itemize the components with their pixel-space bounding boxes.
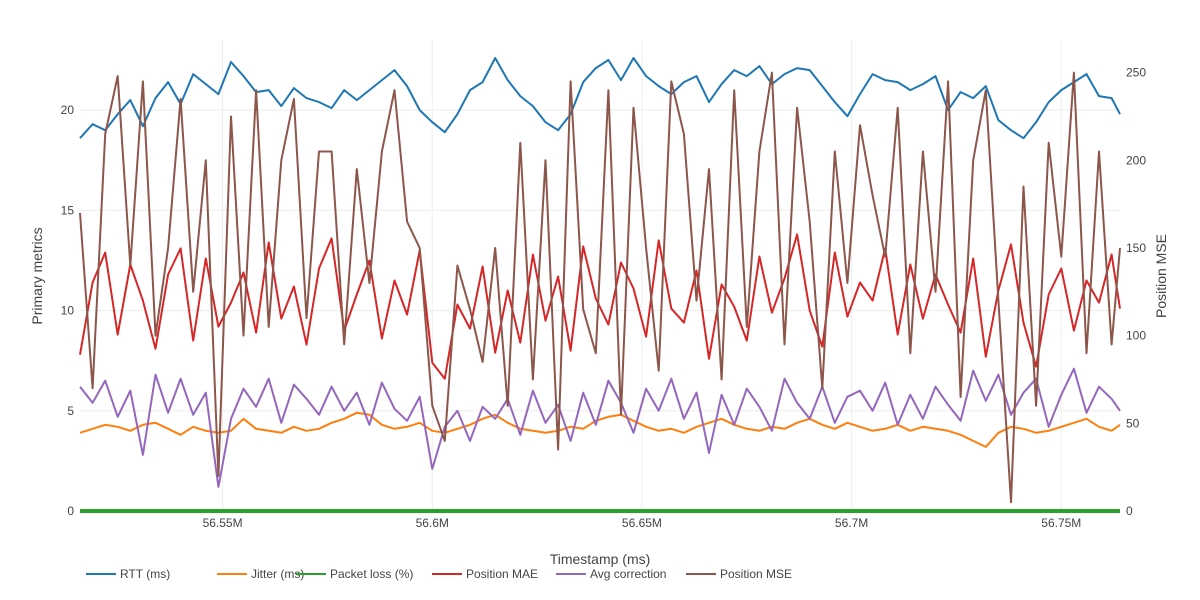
y-right-tick-label: 50 — [1126, 416, 1140, 430]
series-line-jitter-ms — [79, 411, 1121, 448]
legend-label: RTT (ms) — [120, 567, 170, 581]
legend-item-jitter-ms[interactable]: Jitter (ms) — [217, 567, 304, 581]
legend-item-rtt-ms[interactable]: RTT (ms) — [86, 567, 170, 581]
y-left-tick-label: 10 — [61, 304, 75, 318]
series-line-position-mse — [79, 71, 1121, 504]
y-left-tick-label: 15 — [61, 203, 75, 217]
y-left-tick-label: 5 — [67, 404, 74, 418]
x-tick-label: 56.7M — [835, 516, 868, 530]
legend-item-packet-loss[interactable]: Packet loss (%) — [296, 567, 413, 581]
y-axis-right: 0 50 100 150 200 250 — [1126, 66, 1146, 518]
legend-label: Packet loss (%) — [330, 567, 413, 581]
y-right-tick-label: 250 — [1126, 66, 1146, 80]
x-axis: 56.55M 56.6M 56.65M 56.7M 56.75M — [203, 516, 1082, 530]
legend-label: Jitter (ms) — [251, 567, 304, 581]
y-axis-left: 0 5 10 15 20 — [61, 103, 75, 518]
y-axis-right-title: Position MSE — [1153, 234, 1169, 318]
legend-label: Avg correction — [590, 567, 666, 581]
y-right-tick-label: 100 — [1126, 329, 1146, 343]
legend-item-avg-correction[interactable]: Avg correction — [556, 567, 666, 581]
x-tick-label: 56.75M — [1041, 516, 1081, 530]
y-right-tick-label: 200 — [1126, 153, 1146, 167]
y-right-tick-label: 150 — [1126, 241, 1146, 255]
y-right-tick-label: 0 — [1126, 504, 1133, 518]
legend-item-position-mae[interactable]: Position MAE — [432, 567, 538, 581]
legend-label: Position MAE — [466, 567, 538, 581]
y-left-tick-label: 0 — [67, 504, 74, 518]
plot-area — [79, 57, 1121, 513]
legend-label: Position MSE — [720, 567, 792, 581]
y-left-tick-label: 20 — [61, 103, 75, 117]
series-line-rtt-ms — [79, 57, 1121, 140]
series-line-avg-correction — [79, 367, 1121, 488]
x-axis-title: Timestamp (ms) — [550, 551, 651, 567]
x-tick-label: 56.6M — [416, 516, 449, 530]
legend: RTT (ms) Jitter (ms) Packet loss (%) Positi… — [86, 567, 792, 581]
legend-item-position-mse[interactable]: Position MSE — [686, 567, 792, 581]
series-line-position-mae — [79, 233, 1121, 380]
y-axis-left-title: Primary metrics — [29, 227, 45, 324]
x-tick-label: 56.65M — [622, 516, 662, 530]
x-tick-label: 56.55M — [203, 516, 243, 530]
